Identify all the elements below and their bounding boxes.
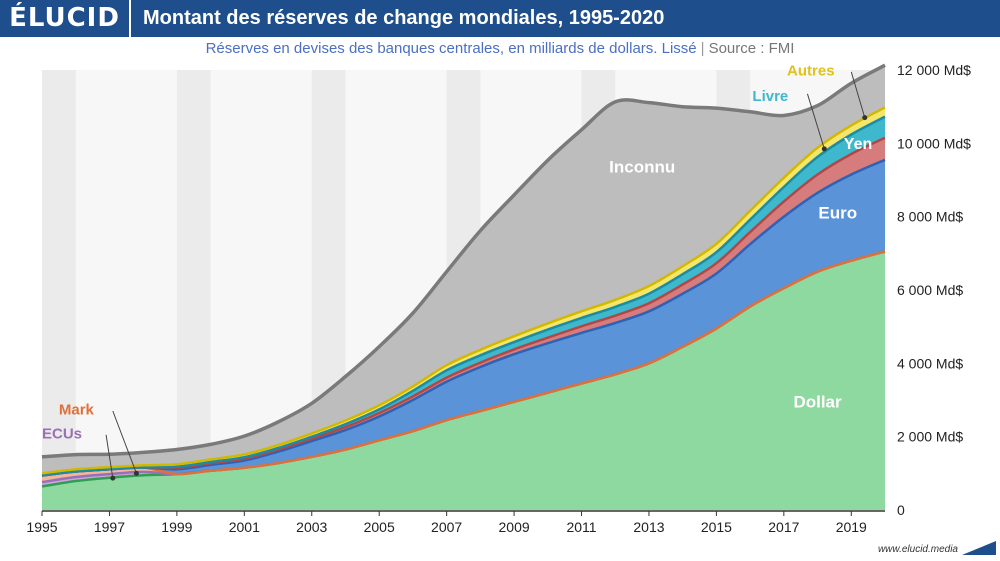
line-autres: [41, 106, 886, 475]
header: ÉLUCID Montant des réserves de change mo…: [0, 0, 1000, 37]
y-tick-label: 4 000 Md$: [897, 355, 963, 371]
line-mark: [41, 250, 886, 477]
chart-title: Montant des réserves de change mondiales…: [131, 0, 1000, 37]
source-text: Source : FMI: [708, 40, 795, 57]
y-tick-label: 6 000 Md$: [897, 282, 963, 298]
label-livre: Livre: [752, 88, 788, 105]
area-dollar: [42, 251, 885, 510]
leader-livre: [806, 93, 825, 149]
area-inconnu: [42, 65, 885, 474]
label-dollar: Dollar: [793, 392, 842, 411]
leader-mark: [112, 410, 137, 474]
footer-url[interactable]: www.elucid.media: [877, 544, 958, 555]
x-tick-label: 2011: [566, 519, 596, 535]
leader-dot-ecus: [110, 475, 116, 481]
label-autres: Autres: [787, 63, 835, 80]
x-tick-label: 2019: [836, 519, 867, 535]
x-tick-label: 2003: [296, 519, 327, 535]
chart-subtitle: Réserves en devises des banques centrale…: [0, 38, 1000, 60]
y-tick-label: 10 000 Md$: [897, 135, 971, 151]
label-euro: Euro: [818, 204, 857, 223]
y-tick-label: 12 000 Md$: [897, 62, 971, 78]
x-axis: 1995 1997 1999 2001 2003 2005 2007 2009 2011 2013…: [26, 510, 885, 535]
x-tick-label: 1995: [26, 519, 57, 535]
leader-dot-livre: [821, 146, 827, 152]
series-lines: [41, 63, 886, 488]
line-inconnu: [41, 63, 886, 459]
leader-dot-autres: [862, 115, 868, 121]
series-areas: [42, 65, 885, 510]
label-inconnu: Inconnu: [609, 158, 675, 177]
y-tick-label: 2 000 Md$: [897, 429, 963, 445]
elucid-mark-icon: [962, 541, 996, 555]
label-ecus: ECUs: [42, 426, 82, 443]
grid-band: [42, 70, 76, 510]
x-tick-label: 1999: [161, 519, 192, 535]
x-tick-label: 2013: [633, 519, 664, 535]
x-tick-label: 2001: [229, 519, 260, 535]
line-euro: [41, 158, 886, 477]
x-tick-label: 2015: [701, 519, 732, 535]
x-tick-label: 2017: [768, 519, 799, 535]
x-tick-label: 2007: [431, 519, 462, 535]
series-labels: Dollar Euro Yen Inconnu Livre Autres Mark ECUs: [42, 63, 872, 443]
leader-dot-mark: [133, 470, 139, 476]
x-tick-label: 1997: [94, 519, 125, 535]
elucid-logo[interactable]: ÉLUCID: [0, 0, 129, 37]
label-mark: Mark: [59, 402, 95, 419]
subtitle-separator: |: [700, 40, 705, 57]
leader-autres: [850, 71, 866, 118]
area-euro: [42, 159, 885, 476]
x-tick-label: 2005: [364, 519, 395, 535]
x-tick-label: 2009: [499, 519, 530, 535]
label-yen: Yen: [844, 136, 872, 153]
y-axis: 0 2 000 Md$ 4 000 Md$ 6 000 Md$ 8 000 Md$ 10 …: [897, 62, 971, 518]
y-tick-label: 8 000 Md$: [897, 209, 963, 225]
leader-ecus: [105, 434, 114, 479]
grid-band: [176, 70, 211, 510]
line-livre: [41, 115, 886, 477]
label-leaders: [105, 71, 868, 481]
subtitle-text: Réserves en devises des banques centrale…: [205, 40, 697, 57]
y-tick-label: 0: [897, 502, 905, 518]
